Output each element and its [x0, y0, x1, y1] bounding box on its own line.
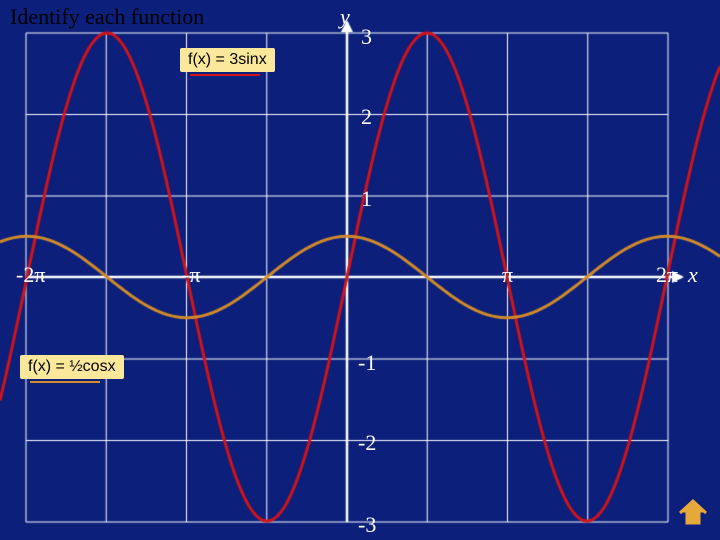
label-halfcosx: f(x) = ½cosx [20, 355, 124, 379]
xtick-2pi: 2π [656, 262, 678, 288]
stage: Identify each function y x 3 2 1 -1 -2 -… [0, 0, 720, 540]
ytick-n3: -3 [358, 512, 376, 538]
xtick-pi: π [502, 262, 513, 288]
page-title: Identify each function [10, 4, 204, 30]
plot-canvas [0, 0, 720, 540]
home-icon[interactable] [678, 498, 708, 528]
ytick-2: 2 [361, 104, 372, 130]
xtick-n2pi: -2π [16, 262, 45, 288]
underline-halfcosx [30, 381, 100, 383]
label-3sinx: f(x) = 3sinx [180, 48, 275, 72]
ytick-1: 1 [361, 186, 372, 212]
ytick-n2: -2 [358, 430, 376, 456]
ytick-n1: -1 [358, 350, 376, 376]
ytick-3: 3 [361, 24, 372, 50]
x-axis-label: x [688, 262, 698, 288]
underline-3sinx [190, 74, 260, 76]
y-axis-label: y [340, 4, 350, 30]
xtick-npi: -π [182, 262, 200, 288]
